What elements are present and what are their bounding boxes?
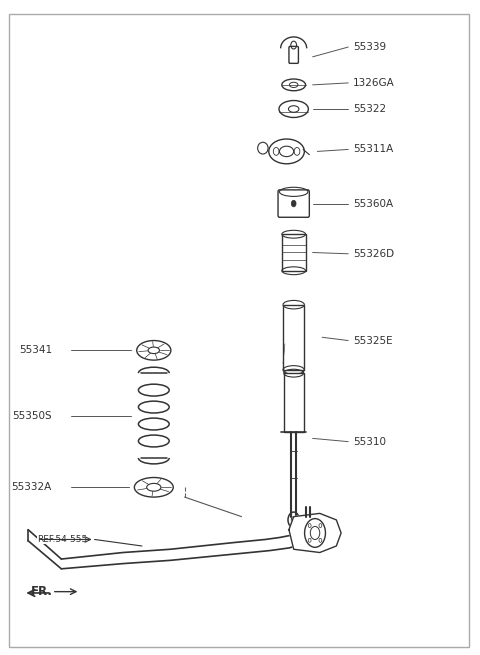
Text: 55341: 55341 xyxy=(19,345,52,355)
Text: FR.: FR. xyxy=(31,585,52,598)
Text: 55360A: 55360A xyxy=(353,198,393,208)
Circle shape xyxy=(291,200,296,207)
FancyBboxPatch shape xyxy=(278,190,309,217)
Text: 1326GA: 1326GA xyxy=(353,78,395,88)
Text: 55311A: 55311A xyxy=(353,145,393,155)
Text: REF.54-555: REF.54-555 xyxy=(36,535,87,544)
Text: 55326D: 55326D xyxy=(353,249,394,259)
Bar xyxy=(283,305,304,370)
Polygon shape xyxy=(289,514,341,553)
Text: 55325E: 55325E xyxy=(353,335,393,346)
Bar xyxy=(282,234,306,271)
Text: 55332A: 55332A xyxy=(12,482,52,493)
FancyBboxPatch shape xyxy=(289,47,299,64)
Text: 55339: 55339 xyxy=(353,42,386,52)
Text: 55350S: 55350S xyxy=(12,411,52,421)
Text: 55322: 55322 xyxy=(353,104,386,114)
Bar xyxy=(284,373,304,432)
Text: 55310: 55310 xyxy=(353,437,386,447)
